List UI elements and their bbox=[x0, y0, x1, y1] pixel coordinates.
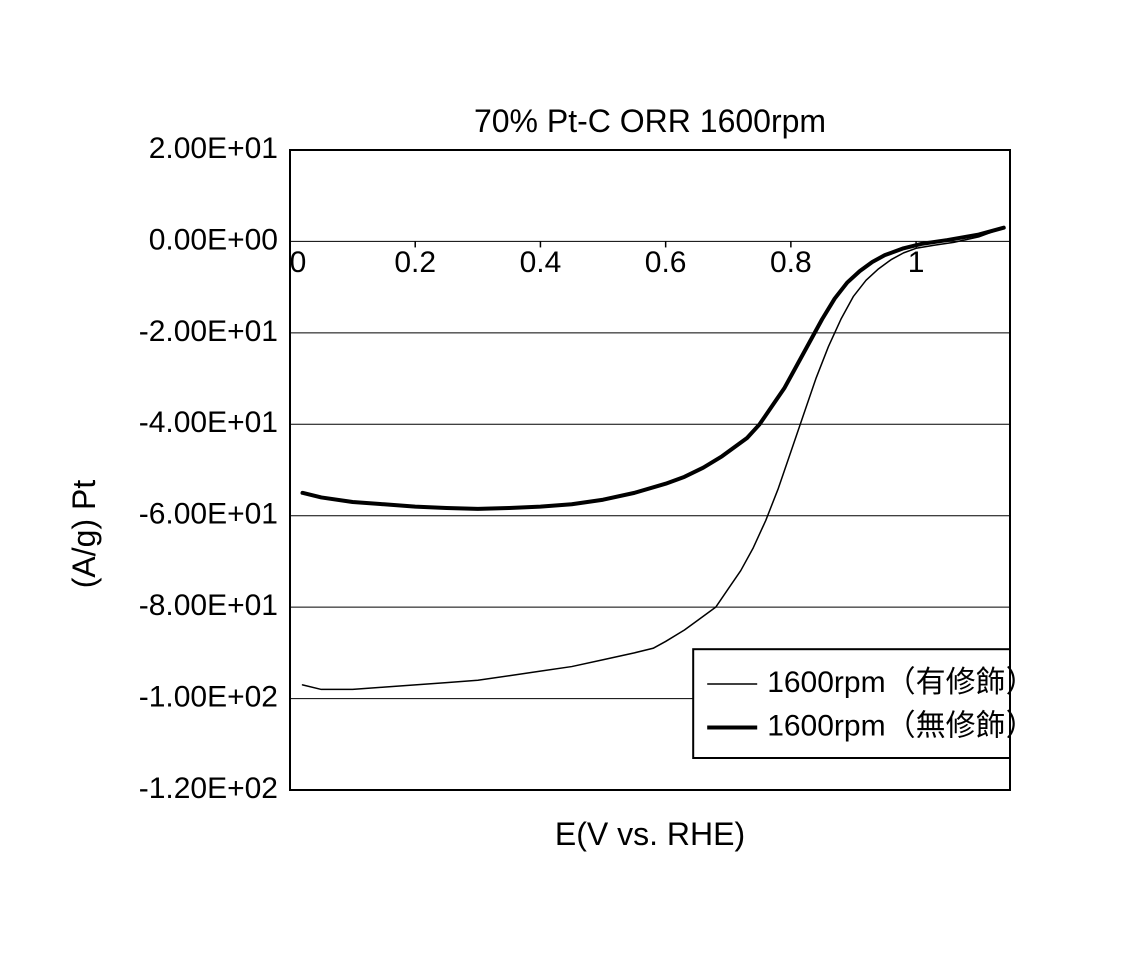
xtick-label: 0.2 bbox=[394, 246, 436, 279]
orr-chart: 70% Pt-C ORR 1600rpm 2.00E+01 0.00E+00 -2.0… bbox=[60, 90, 1070, 890]
y-axis-label: (A/g) Pt bbox=[66, 480, 102, 589]
xtick-label: 0.4 bbox=[520, 246, 562, 279]
ytick-label: -8.00E+01 bbox=[139, 589, 278, 622]
legend-label: 1600rpm（有修飾） bbox=[767, 666, 1035, 699]
ytick-label: -2.00E+01 bbox=[139, 315, 278, 348]
xtick-label: 0.8 bbox=[770, 246, 812, 279]
xtick-label: 0.6 bbox=[645, 246, 687, 279]
legend-label: 1600rpm（無修飾） bbox=[767, 709, 1035, 742]
ytick-label: 0.00E+00 bbox=[149, 223, 278, 256]
ytick-label: -4.00E+01 bbox=[139, 406, 278, 439]
xtick-label: 0 bbox=[290, 246, 307, 279]
chart-title: 70% Pt-C ORR 1600rpm bbox=[474, 103, 826, 139]
ytick-label: -1.00E+02 bbox=[139, 680, 278, 713]
ytick-label: 2.00E+01 bbox=[149, 132, 278, 165]
x-axis-label: E(V vs. RHE) bbox=[555, 816, 745, 852]
chart-container: 70% Pt-C ORR 1600rpm 2.00E+01 0.00E+00 -2.0… bbox=[60, 90, 1070, 890]
series-modified bbox=[303, 228, 1004, 690]
ytick-label: -1.20E+02 bbox=[139, 772, 278, 805]
ytick-label: -6.00E+01 bbox=[139, 498, 278, 531]
